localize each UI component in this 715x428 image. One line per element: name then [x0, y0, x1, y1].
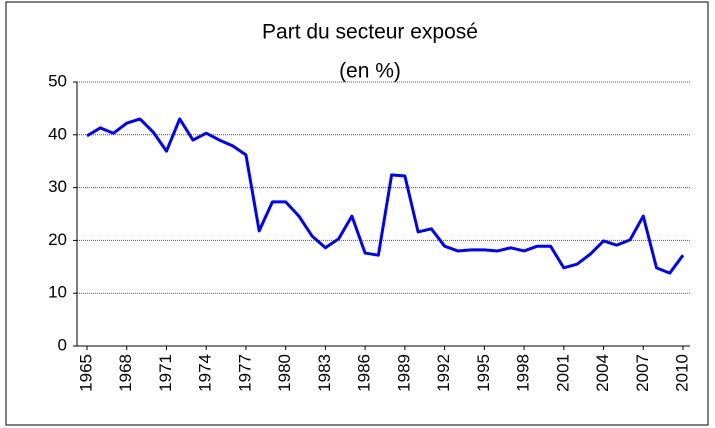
y-tick-label: 50: [48, 71, 67, 90]
x-tick-label: 2007: [633, 354, 652, 392]
x-tick-label: 1968: [116, 354, 135, 392]
chart-border: [5, 1, 709, 426]
data-line: [86, 117, 685, 275]
x-tick-label: 1977: [235, 354, 254, 392]
y-tick-label: 40: [48, 124, 67, 143]
x-tick-label: 2004: [593, 354, 612, 392]
y-tick-label: 10: [48, 283, 67, 302]
chart-subtitle: (en %): [339, 60, 401, 83]
y-tick-label: 20: [48, 230, 67, 249]
x-tick-label: 2001: [553, 354, 572, 392]
x-tick-label: 1986: [355, 354, 374, 392]
x-tick-label: 1974: [196, 354, 215, 392]
x-tick-label: 1980: [275, 354, 294, 392]
y-tick-label: 0: [58, 335, 67, 354]
x-tick-label: 1989: [394, 354, 413, 392]
x-tick-label: 1998: [514, 354, 533, 392]
chart-title: Part du secteur exposé: [262, 21, 478, 44]
x-tick-label: 1983: [315, 354, 334, 392]
x-tick-label: 1992: [434, 354, 453, 392]
y-tick-label: 30: [48, 177, 67, 196]
x-tick-label: 1965: [76, 354, 95, 392]
x-tick-label: 2010: [672, 354, 691, 392]
x-tick-label: 1995: [474, 354, 493, 392]
x-tick-label: 1971: [156, 354, 175, 392]
